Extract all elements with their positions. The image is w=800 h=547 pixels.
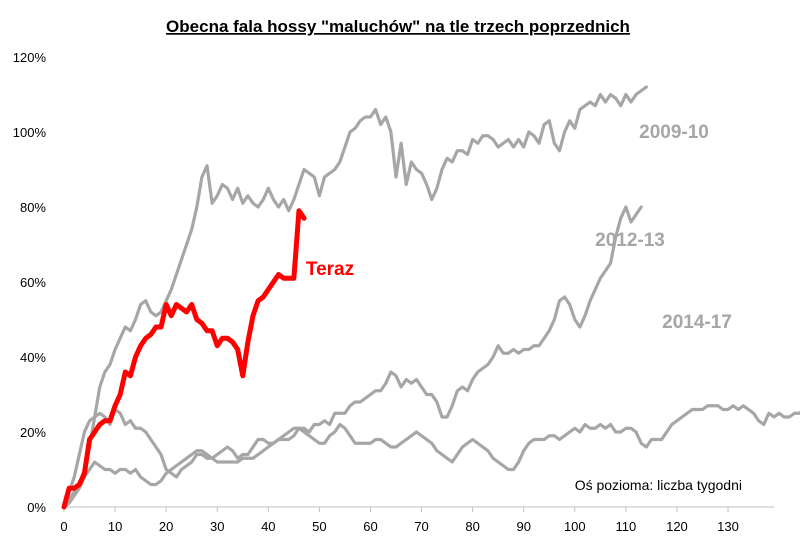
y-tick-label: 40% bbox=[20, 350, 46, 365]
series-line-2014-17 bbox=[62, 404, 800, 509]
series-line-2009-10 bbox=[62, 85, 648, 509]
x-tick-label: 90 bbox=[516, 519, 530, 534]
x-tick-label: 80 bbox=[465, 519, 479, 534]
series-label-2009-10: 2009-10 bbox=[639, 122, 709, 143]
x-tick-label: 10 bbox=[108, 519, 122, 534]
x-tick-label: 70 bbox=[414, 519, 428, 534]
y-tick-label: 120% bbox=[13, 50, 47, 65]
y-tick-label: 0% bbox=[27, 500, 46, 515]
x-tick-label: 60 bbox=[363, 519, 377, 534]
x-tick-label: 130 bbox=[717, 519, 739, 534]
x-tick-label: 40 bbox=[261, 519, 275, 534]
series-label-2012-13: 2012-13 bbox=[595, 230, 665, 251]
x-tick-label: 20 bbox=[159, 519, 173, 534]
series-line-teraz bbox=[61, 208, 307, 510]
series-label-2014-17: 2014-17 bbox=[662, 312, 732, 333]
axis-note: Oś pozioma: liczba tygodni bbox=[575, 477, 742, 493]
chart-title: Obecna fala hossy "maluchów" na tle trze… bbox=[166, 17, 630, 36]
x-tick-label: 100 bbox=[564, 519, 586, 534]
x-tick-label: 50 bbox=[312, 519, 326, 534]
y-tick-label: 100% bbox=[13, 125, 47, 140]
x-tick-label: 110 bbox=[616, 519, 637, 534]
x-tick-label: 0 bbox=[60, 519, 67, 534]
series-label-teraz: Teraz bbox=[306, 259, 354, 280]
y-tick-label: 80% bbox=[20, 200, 46, 215]
x-tick-label: 30 bbox=[210, 519, 224, 534]
y-tick-label: 60% bbox=[20, 275, 46, 290]
plot-area: 0 10 20 30 40 50 60 70 80 90 100 110 120 130 0% 20% 40% 6… bbox=[13, 50, 800, 534]
y-tick-label: 20% bbox=[20, 425, 46, 440]
x-tick-label: 120 bbox=[666, 519, 688, 534]
series-line-2012-13 bbox=[62, 205, 643, 509]
